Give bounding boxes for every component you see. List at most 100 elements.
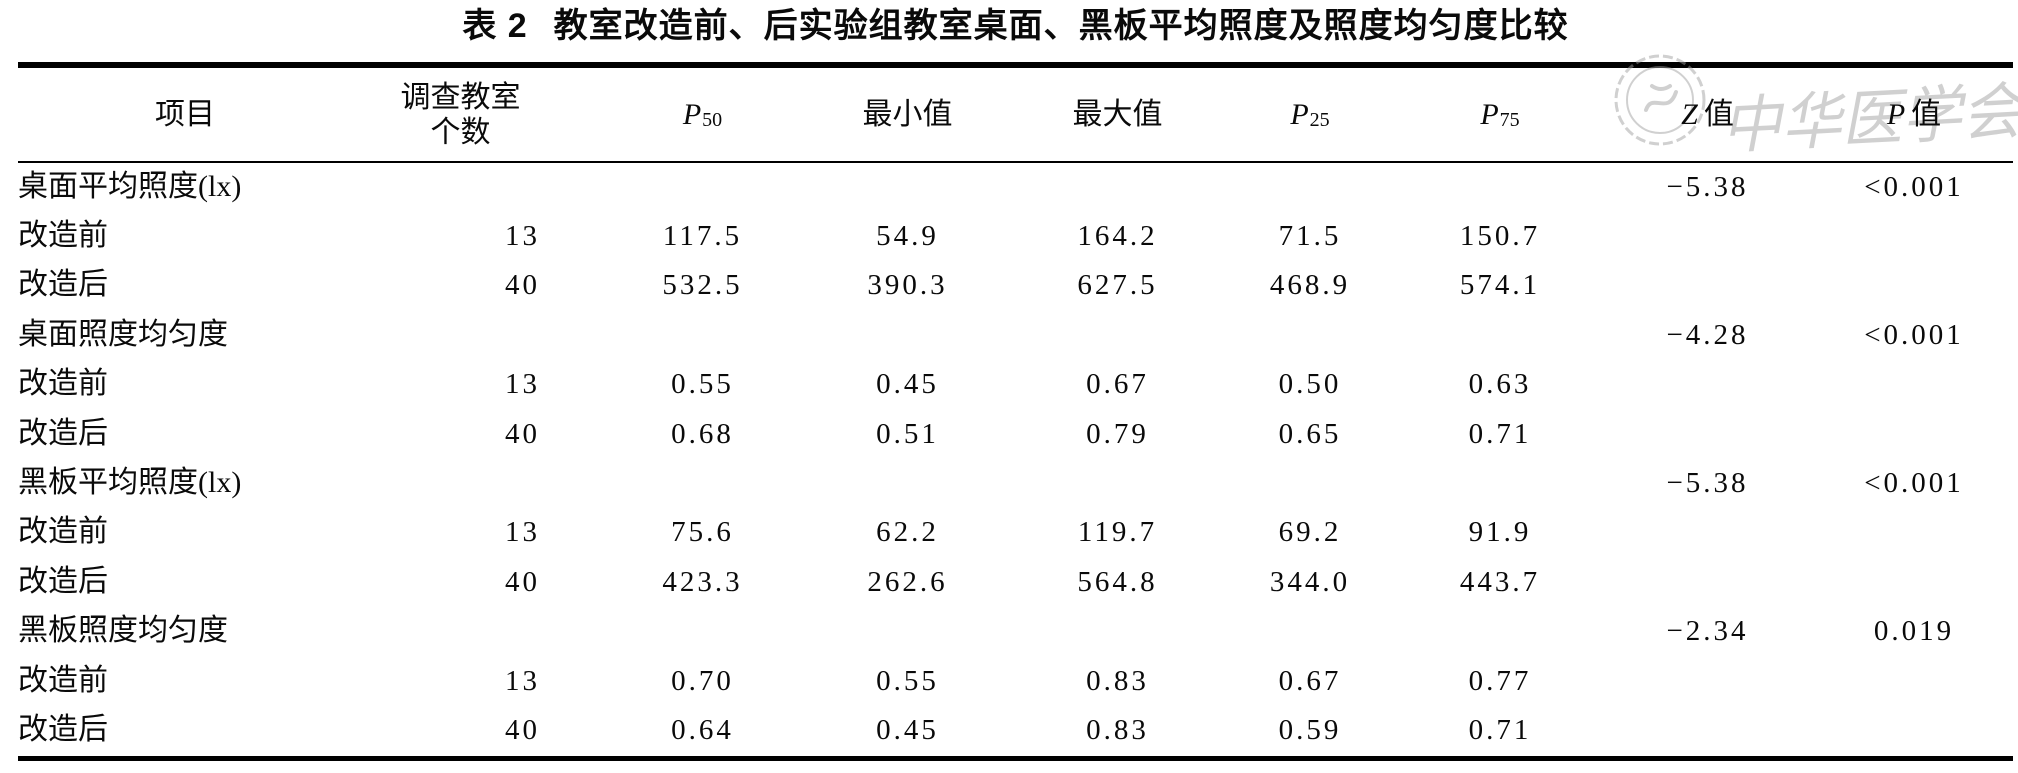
row-label: 改造前	[18, 367, 108, 401]
cell-p25: 69.2	[1278, 516, 1342, 549]
cell-empty	[605, 607, 800, 656]
cell-z: −4.28	[1666, 318, 1749, 351]
cell-empty	[1815, 261, 2013, 310]
cell-empty	[1400, 607, 1600, 656]
cell-empty	[605, 310, 800, 359]
cell-max: 0.67	[1086, 368, 1149, 401]
cell-empty	[1220, 607, 1400, 656]
cell-empty	[1815, 508, 2013, 557]
row-label: 黑板平均照度(lx)	[18, 466, 242, 500]
cell-empty	[1600, 656, 1815, 705]
cell-p50: 0.70	[671, 664, 734, 697]
cell-empty	[1400, 310, 1600, 359]
header-cell-p75: P 75	[1480, 98, 1520, 131]
cell-p25: 0.65	[1278, 417, 1342, 450]
cell-p75: 150.7	[1459, 220, 1541, 253]
cell-max: 627.5	[1077, 269, 1158, 302]
row-label: 改造后	[18, 416, 108, 450]
cell-p75: 91.9	[1468, 516, 1532, 549]
cell-p25: 0.50	[1278, 368, 1342, 401]
cell-empty	[1600, 705, 1815, 754]
cell-empty	[1600, 508, 1815, 557]
cell-empty	[1220, 310, 1400, 359]
cell-max: 119.7	[1077, 516, 1158, 549]
table-rule-header	[18, 161, 2013, 163]
cell-empty	[1600, 360, 1815, 409]
cell-count: 13	[505, 664, 540, 697]
cell-min: 0.45	[876, 713, 939, 746]
cell-p: <0.001	[1864, 467, 1964, 500]
row-label: 改造后	[18, 712, 108, 746]
cell-p25: 0.67	[1278, 664, 1342, 697]
cell-z: −2.34	[1666, 615, 1749, 648]
cell-empty	[800, 458, 1015, 507]
row-label: 改造后	[18, 564, 108, 598]
cell-p: <0.001	[1864, 318, 1964, 351]
cell-empty	[1015, 162, 1220, 211]
cell-empty	[1015, 607, 1220, 656]
cell-p50: 0.64	[671, 713, 734, 746]
header-cell-p25: P 25	[1290, 98, 1330, 131]
cell-max: 564.8	[1077, 565, 1158, 598]
cell-empty	[1400, 162, 1600, 211]
cell-empty	[1815, 211, 2013, 260]
cell-p50: 117.5	[662, 220, 743, 253]
cell-count: 40	[505, 417, 540, 450]
cell-empty	[1015, 458, 1220, 507]
row-label: 改造前	[18, 663, 108, 697]
cell-count: 40	[505, 565, 540, 598]
cell-empty	[800, 310, 1015, 359]
cell-empty	[800, 162, 1015, 211]
table-title: 表 2 教室改造前、后实验组教室桌面、黑板平均照度及照度均匀度比较	[18, 4, 2013, 48]
header-cell-count: 调查教室 个数	[400, 81, 521, 149]
row-label: 桌面照度均匀度	[18, 317, 228, 351]
cell-empty	[1815, 360, 2013, 409]
cell-empty	[1600, 557, 1815, 606]
cell-p50: 75.6	[671, 516, 734, 549]
cell-empty	[1815, 705, 2013, 754]
cell-empty	[1220, 162, 1400, 211]
cell-min: 62.2	[876, 516, 939, 549]
cell-p50: 532.5	[662, 269, 743, 302]
cell-empty	[605, 162, 800, 211]
cell-count: 13	[505, 368, 540, 401]
cell-empty	[1815, 409, 2013, 458]
row-label: 改造前	[18, 219, 108, 253]
cell-p75: 0.77	[1468, 664, 1532, 697]
header-cell-max: 最大值	[1072, 98, 1163, 131]
cell-p25: 71.5	[1278, 220, 1342, 253]
cell-count: 13	[505, 516, 540, 549]
cell-count: 40	[505, 269, 540, 302]
cell-p50: 0.55	[671, 368, 734, 401]
row-label: 黑板照度均匀度	[18, 614, 228, 648]
cell-empty	[1400, 458, 1600, 507]
cell-p25: 0.59	[1278, 713, 1342, 746]
cell-p75: 0.71	[1468, 417, 1532, 450]
cell-empty	[440, 310, 605, 359]
cell-max: 164.2	[1077, 220, 1158, 253]
cell-p75: 0.63	[1468, 368, 1532, 401]
cell-z: −5.38	[1666, 467, 1749, 500]
row-label: 改造后	[18, 268, 108, 302]
cell-min: 0.55	[876, 664, 939, 697]
cell-empty	[440, 607, 605, 656]
cell-p75: 574.1	[1459, 269, 1541, 302]
header-cell-min: 最小值	[862, 98, 953, 131]
cell-empty	[1600, 409, 1815, 458]
header-cell-p50: P 50	[682, 98, 723, 131]
cell-p: <0.001	[1864, 170, 1964, 203]
cell-empty	[1015, 310, 1220, 359]
cell-z: −5.38	[1666, 170, 1749, 203]
cell-empty	[440, 458, 605, 507]
cell-max: 0.83	[1086, 664, 1149, 697]
cell-p50: 423.3	[662, 565, 743, 598]
cell-count: 13	[505, 220, 540, 253]
table-rule-bottom	[18, 756, 2013, 761]
cell-empty	[1815, 557, 2013, 606]
cell-p25: 468.9	[1269, 269, 1351, 302]
cell-empty	[1600, 261, 1815, 310]
cell-p75: 0.71	[1468, 713, 1532, 746]
cell-count: 40	[505, 713, 540, 746]
